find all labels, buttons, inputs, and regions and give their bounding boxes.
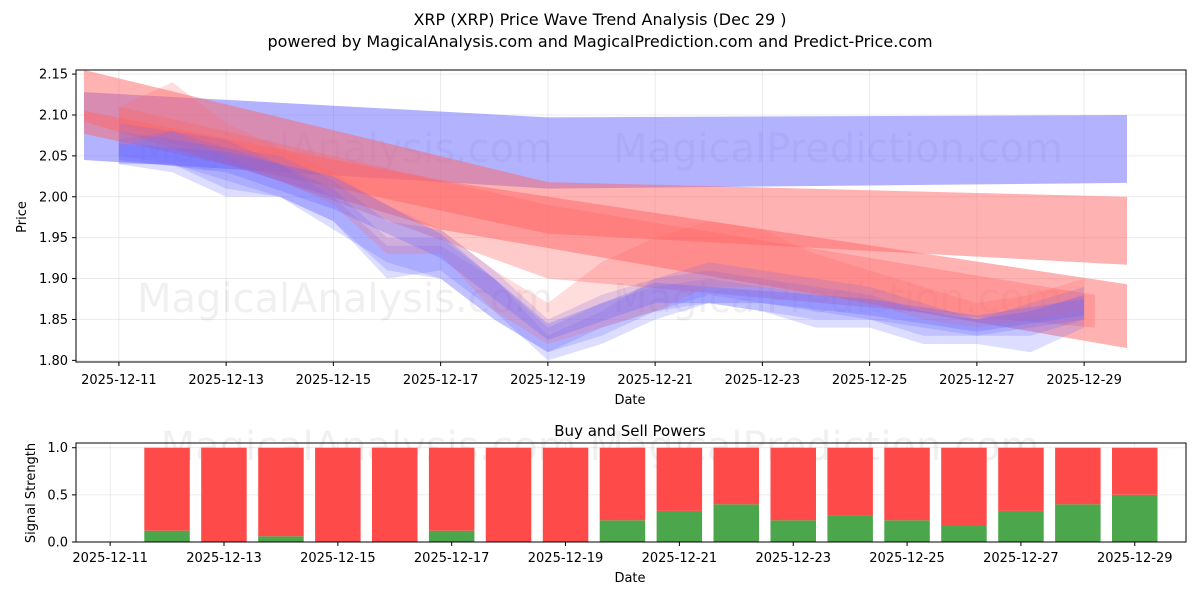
- bar-y-label: Signal Strength: [24, 443, 39, 543]
- sell-bar: [258, 447, 304, 537]
- x-tick-label: 2025-12-13: [188, 373, 264, 388]
- y-tick-label: 1.80: [39, 354, 68, 369]
- x-tick-label: 2025-12-27: [939, 373, 1015, 388]
- buy-bar: [656, 510, 703, 542]
- sell-bar: [542, 447, 589, 542]
- x-tick-label: 2025-12-23: [725, 373, 801, 388]
- sell-bar: [144, 447, 190, 531]
- chart-title: XRP (XRP) Price Wave Trend Analysis (Dec…: [413, 10, 787, 29]
- sell-bar: [770, 447, 816, 521]
- y-tick-label: 1.95: [39, 231, 68, 246]
- sell-bar: [372, 447, 418, 542]
- sell-bar: [998, 447, 1044, 511]
- x-tick-label: 2025-12-11: [72, 551, 148, 566]
- buy-bar: [998, 510, 1044, 542]
- x-tick-label: 2025-12-21: [642, 551, 718, 566]
- y-tick-label: 2.00: [39, 190, 68, 205]
- sell-bar: [713, 447, 759, 505]
- x-tick-label: 2025-12-23: [755, 551, 831, 566]
- y-tick-label: 2.05: [39, 149, 68, 164]
- buy-bar: [144, 530, 190, 542]
- y-tick-label: 1.90: [39, 272, 68, 287]
- watermark-text: MagicalAnalysis.com: [137, 276, 553, 322]
- x-tick-label: 2025-12-17: [403, 373, 479, 388]
- y-tick-label: 0.5: [47, 488, 68, 503]
- buy-bar: [770, 520, 816, 542]
- blue-wave-band: [118, 131, 1085, 361]
- y-tick-label: 1.0: [47, 441, 68, 456]
- price-bands: [84, 70, 1127, 361]
- x-tick-label: 2025-12-25: [832, 373, 908, 388]
- sell-bar: [884, 447, 930, 521]
- x-tick-label: 2025-12-27: [983, 551, 1059, 566]
- bar-x-label: Date: [614, 571, 645, 586]
- red-wave-band: [118, 82, 1085, 345]
- red-wave-band: [84, 110, 1127, 349]
- sell-bar: [1055, 447, 1101, 505]
- buy-bar: [258, 536, 304, 542]
- x-tick-label: 2025-12-19: [528, 551, 604, 566]
- sell-bar: [485, 447, 532, 542]
- buy-bar: [1112, 494, 1158, 542]
- red-wave-band: [118, 106, 1095, 328]
- sell-bar: [1112, 447, 1158, 495]
- x-tick-label: 2025-12-13: [186, 551, 262, 566]
- sell-bar: [315, 447, 361, 542]
- x-tick-label: 2025-12-17: [414, 551, 490, 566]
- buy-bar: [713, 504, 759, 542]
- x-tick-label: 2025-12-25: [869, 551, 945, 566]
- buy-bar: [1055, 504, 1101, 542]
- y-tick-label: 2.10: [39, 108, 68, 123]
- sell-bar: [941, 447, 987, 525]
- bar-x-axis: 2025-12-11 2025-12-13 2025-12-15 2025-12-17…: [72, 542, 1173, 566]
- buy-bar: [428, 530, 475, 542]
- x-tick-label: 2025-12-21: [617, 373, 693, 388]
- x-tick-label: 2025-12-29: [1046, 373, 1122, 388]
- buy-bar: [884, 520, 930, 542]
- x-tick-label: 2025-12-11: [81, 373, 157, 388]
- y-tick-label: 1.85: [39, 313, 68, 328]
- sell-bar: [599, 447, 646, 521]
- price-x-label: Date: [614, 393, 645, 408]
- sell-bar: [827, 447, 873, 516]
- bar-y-axis: 0.0 0.5 1.0: [47, 441, 76, 551]
- blue-wave-band: [118, 123, 1085, 353]
- buy-bar: [827, 515, 873, 542]
- blue-wave-band: [118, 131, 1085, 353]
- blue-wave-band: [118, 143, 1085, 340]
- chart-subtitle: powered by MagicalAnalysis.com and Magic…: [267, 32, 933, 51]
- price-x-axis: 2025-12-11 2025-12-13 2025-12-15 2025-12-17…: [81, 362, 1122, 388]
- bar-chart-title: Buy and Sell Powers: [554, 422, 706, 440]
- buy-bar: [941, 525, 987, 542]
- sell-bar: [201, 447, 247, 542]
- bar-plot-frame: [75, 442, 1187, 543]
- sell-bar: [656, 447, 703, 511]
- price-y-axis: 1.80 1.85 1.90 1.95 2.00 2.05 2.10 2.15: [39, 68, 76, 369]
- x-tick-label: 2025-12-15: [300, 551, 376, 566]
- y-tick-label: 2.15: [39, 68, 68, 83]
- bar-series: [144, 447, 1158, 542]
- y-tick-label: 0.0: [47, 536, 68, 551]
- price-plot-frame: [75, 69, 1187, 363]
- price-y-label: Price: [15, 201, 30, 233]
- buy-bar: [599, 520, 646, 542]
- x-tick-label: 2025-12-29: [1097, 551, 1173, 566]
- x-tick-label: 2025-12-19: [510, 373, 586, 388]
- red-wave-band: [84, 70, 1127, 265]
- sell-bar: [428, 447, 475, 531]
- x-tick-label: 2025-12-15: [296, 373, 372, 388]
